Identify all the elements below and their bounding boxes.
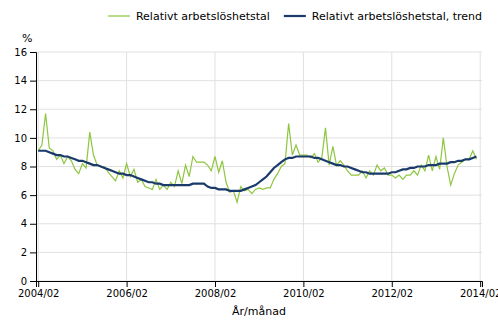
y-tick-label: 4 [21,218,27,229]
legend-label: Relativt arbetslöshetstal [136,10,270,23]
grid-line [36,252,482,253]
x-tick: 2008/02 [195,281,237,299]
y-tick-mark [30,81,36,82]
x-tick-mark [303,281,304,287]
y-tick: 8 [21,161,36,172]
y-tick: 12 [14,104,36,115]
y-tick: 2 [21,247,36,258]
y-tick-label: 0 [21,276,27,287]
legend-item: Relativt arbetslöshetstal, trend [284,10,482,23]
y-tick-mark [30,195,36,196]
legend-label: Relativt arbetslöshetstal, trend [312,10,482,23]
y-tick-label: 2 [21,247,27,258]
x-tick-label: 2012/02 [371,288,413,299]
y-tick: 0 [21,276,36,287]
x-tick-mark [38,281,39,287]
legend-item: Relativt arbetslöshetstal [108,10,270,23]
x-tick-label: 2004/02 [18,288,60,299]
y-axis-line [30,53,37,282]
y-axis: 0 2 4 6 8 10 12 14 16 [14,47,36,287]
grid-line [38,52,39,281]
grid-line [36,80,482,81]
grid-line [36,109,482,110]
y-tick-mark [30,167,36,168]
x-tick: 2010/02 [283,281,325,299]
y-tick-label: 16 [14,47,27,58]
series-line [38,114,476,203]
x-tick-mark [215,281,216,287]
grid-line [391,52,392,281]
x-tick: 2006/02 [106,281,148,299]
grid-line [36,52,482,53]
grid [36,52,482,281]
y-tick-mark [30,224,36,225]
x-tick-mark [480,281,481,287]
y-tick: 14 [14,75,36,86]
x-tick-label: 2014/02 [460,288,498,299]
x-tick-label: 2010/02 [283,288,325,299]
grid-line [480,52,481,281]
y-tick-label: 12 [14,104,27,115]
x-tick-label: 2006/02 [106,288,148,299]
y-tick: 6 [21,190,36,201]
y-tick: 4 [21,218,36,229]
x-tick: 2014/02 [460,281,498,299]
y-tick-mark [30,252,36,253]
y-tick-mark [30,138,36,139]
series-line [38,151,476,191]
grid-line [36,223,482,224]
y-tick: 10 [14,133,36,144]
grid-line [36,137,482,138]
x-tick-label: 2008/02 [195,288,237,299]
x-axis: 2004/02 2006/02 2008/02 2010/02 2012/02 2014/… [18,281,498,299]
chart: 2004/02 2006/02 2008/02 2010/02 2012/02 2014/… [0,0,498,323]
legend-swatch [284,15,306,17]
y-tick-mark [30,281,36,282]
x-tick-mark [392,281,393,287]
grid-line [214,52,215,281]
grid-line [303,52,304,281]
y-tick-label: 6 [21,190,27,201]
x-tick: 2012/02 [371,281,413,299]
x-tick-mark [127,281,128,287]
y-tick-label: 8 [21,161,27,172]
grid-line [36,195,482,196]
plot-area: 2004/02 2006/02 2008/02 2010/02 2012/02 2014/… [14,47,498,299]
y-tick-mark [30,109,36,110]
y-tick-mark [30,52,36,53]
y-tick: 16 [14,47,36,58]
x-axis-line [37,282,483,288]
y-tick-label: 10 [14,133,27,144]
y-tick-label: 14 [14,75,27,86]
lines [38,114,476,203]
x-axis-title: År/månad [232,305,286,318]
y-axis-title: % [22,32,32,45]
legend-swatch [108,15,130,16]
legend: Relativt arbetslöshetstal Relativt arbets… [108,10,482,23]
